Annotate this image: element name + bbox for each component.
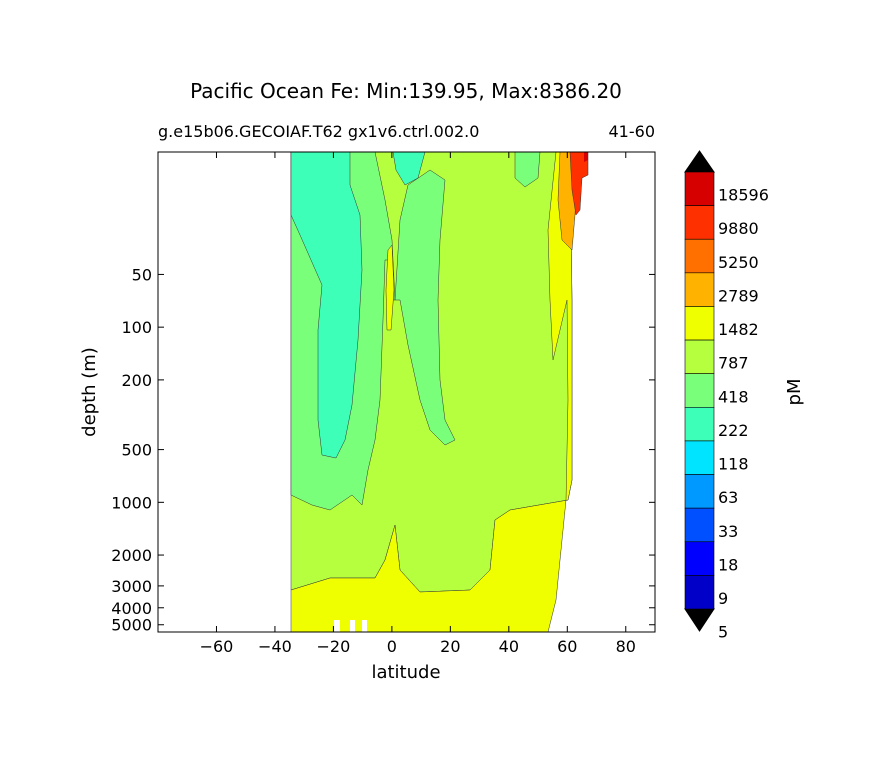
contour-band-418-787-patch — [514, 152, 541, 188]
colorbar-tick-label: 418 — [718, 387, 749, 406]
y-tick-label: 5000 — [111, 616, 152, 635]
plot-frame — [157, 151, 656, 633]
y-tick-label: 2000 — [111, 546, 152, 565]
x-tick-label: 60 — [557, 637, 577, 656]
x-tick-label: 20 — [440, 637, 460, 656]
x-tick-label: −20 — [317, 637, 351, 656]
colorbar-swatch — [684, 440, 715, 475]
missing-data-gap — [334, 620, 340, 632]
colorbar-swatch — [684, 373, 715, 408]
x-tick-label: −60 — [200, 637, 234, 656]
colorbar-tick-label: 222 — [718, 421, 749, 440]
colorbar-swatch — [684, 171, 715, 206]
x-tick-label: 40 — [499, 637, 519, 656]
colorbar-swatch — [684, 272, 715, 307]
contour-band-1482-2789-lens — [385, 244, 395, 331]
colorbar-swatch — [684, 407, 715, 442]
chart-title: Pacific Ocean Fe: Min:139.95, Max:8386.2… — [190, 79, 622, 103]
contour-band-222-418-north — [392, 152, 426, 186]
colorbar-tick-label: 18596 — [718, 186, 769, 205]
colorbar-tick-label: 1482 — [718, 320, 759, 339]
colorbar-tick-label: 5250 — [718, 253, 759, 272]
y-tick-label: 200 — [121, 371, 152, 390]
colorbar-tick-label: 9 — [718, 589, 728, 608]
colorbar-swatch — [684, 507, 715, 543]
colorbar-swatch — [684, 238, 715, 274]
y-tick-label: 3000 — [111, 577, 152, 596]
colorbar-swatch — [684, 339, 715, 374]
x-tick-label: 80 — [616, 637, 636, 656]
y-tick-label: 1000 — [111, 493, 152, 512]
x-axis-label: latitude — [371, 662, 440, 683]
colorbar-swatch — [684, 474, 715, 509]
colorbar-extend-max — [684, 150, 715, 173]
y-tick-label: 50 — [132, 265, 152, 284]
x-tick-label: 0 — [387, 637, 397, 656]
missing-data-gap — [362, 620, 367, 632]
colorbar-swatch — [684, 306, 715, 341]
y-tick-label: 500 — [121, 441, 152, 460]
contour-band-222-418 — [290, 152, 363, 459]
colorbar-swatch — [684, 541, 715, 576]
x-tick-label: −40 — [258, 637, 292, 656]
colorbar-extend-min — [684, 608, 715, 632]
x-axis: −60 −40 −20 0 20 40 60 80 — [200, 152, 636, 656]
colorbar-swatch — [684, 575, 715, 610]
colorbar-tick-label: 118 — [718, 455, 749, 474]
colorbar-label: pM — [784, 379, 805, 406]
y-tick-label: 4000 — [111, 599, 152, 618]
colorbar-tick-label: 9880 — [718, 219, 759, 238]
colorbar-tick-label: 5 — [718, 623, 728, 642]
missing-data-gap — [350, 620, 355, 632]
colorbar-tick-label: 63 — [718, 488, 738, 507]
contour-band-9880-18596 — [584, 152, 588, 162]
colorbar-swatch — [684, 205, 715, 240]
chart-subtitle-right: 41-60 — [609, 122, 656, 141]
colorbar-tick-label: 2789 — [718, 286, 759, 305]
y-tick-label: 100 — [121, 318, 152, 337]
y-axis-label: depth (m) — [79, 347, 100, 437]
colorbar-tick-label: 18 — [718, 555, 738, 574]
plot-area — [290, 152, 589, 632]
chart-subtitle-left: g.e15b06.GECOIAF.T62 gx1v6.ctrl.002.0 — [158, 122, 479, 141]
colorbar-tick-label: 787 — [718, 354, 749, 373]
colorbar: 5 9 18 33 63 118 222 418 787 1482 2789 5250 9880 1859… — [684, 150, 769, 642]
colorbar-tick-label: 33 — [718, 522, 738, 541]
